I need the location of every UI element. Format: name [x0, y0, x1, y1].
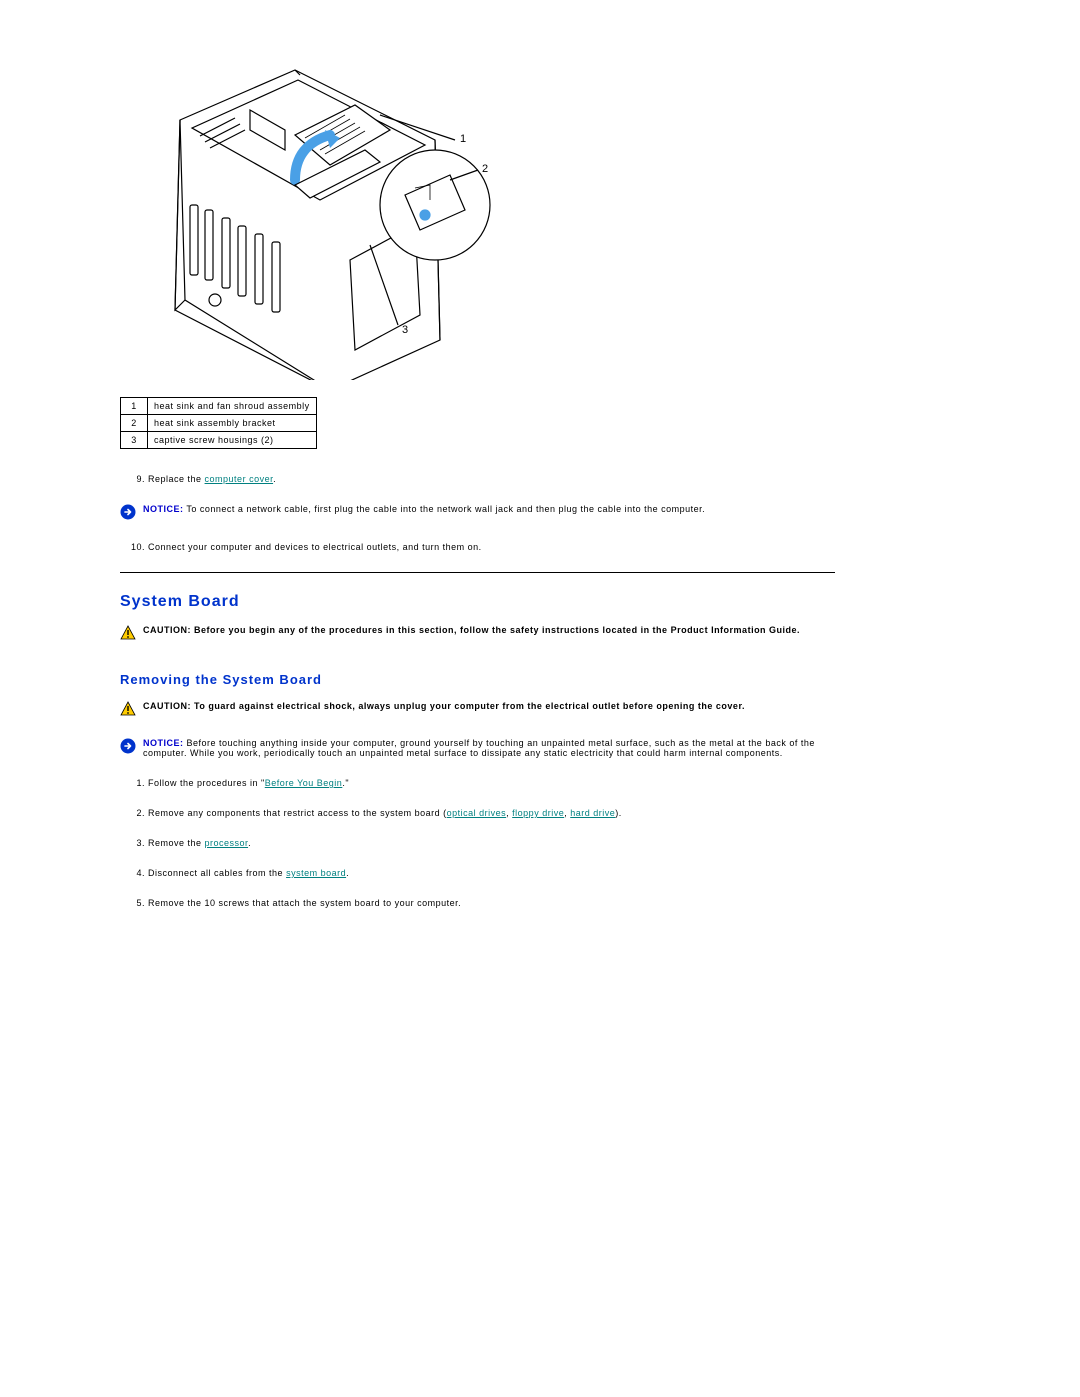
notice-icon [120, 738, 140, 756]
steps-list-upper: Replace the computer cover. [120, 474, 835, 484]
section-divider [120, 572, 835, 573]
optical-drives-link[interactable]: optical drives [447, 808, 507, 818]
table-row: 1 heat sink and fan shroud assembly [121, 398, 317, 415]
before-you-begin-link[interactable]: Before You Begin [265, 778, 343, 788]
caution-icon [120, 701, 140, 718]
part-label: captive screw housings (2) [148, 432, 317, 449]
processor-link[interactable]: processor [205, 838, 249, 848]
step-9: Replace the computer cover. [148, 474, 835, 484]
hard-drive-link[interactable]: hard drive [570, 808, 615, 818]
floppy-drive-link[interactable]: floppy drive [512, 808, 564, 818]
caution-text: CAUTION: To guard against electrical sho… [143, 701, 745, 711]
system-board-link[interactable]: system board [286, 868, 346, 878]
step-3: Remove the processor. [148, 838, 835, 848]
notice-text: NOTICE: Before touching anything inside … [143, 738, 835, 758]
step-text: Replace the [148, 474, 205, 484]
notice-icon [120, 504, 140, 522]
caution-block: CAUTION: To guard against electrical sho… [120, 701, 835, 718]
step-1: Follow the procedures in "Before You Beg… [148, 778, 835, 788]
step-2: Remove any components that restrict acce… [148, 808, 835, 818]
table-row: 3 captive screw housings (2) [121, 432, 317, 449]
callout-2: 2 [482, 163, 489, 175]
notice-block: NOTICE: Before touching anything inside … [120, 738, 835, 758]
table-row: 2 heat sink assembly bracket [121, 415, 317, 432]
part-label: heat sink and fan shroud assembly [148, 398, 317, 415]
computer-cover-link[interactable]: computer cover [205, 474, 274, 484]
notice-block: NOTICE: To connect a network cable, firs… [120, 504, 835, 522]
part-label: heat sink assembly bracket [148, 415, 317, 432]
notice-text: NOTICE: To connect a network cable, firs… [143, 504, 705, 514]
caution-block: CAUTION: Before you begin any of the pro… [120, 625, 835, 642]
system-board-heading: System Board [120, 593, 835, 611]
caution-label: CAUTION: [143, 701, 191, 711]
caution-label: CAUTION: [143, 625, 191, 635]
part-num: 3 [121, 432, 148, 449]
steps-list-upper-2: Connect your computer and devices to ele… [120, 542, 835, 552]
step-4: Disconnect all cables from the system bo… [148, 868, 835, 878]
step-5: Remove the 10 screws that attach the sys… [148, 898, 835, 908]
callout-1: 1 [460, 133, 467, 145]
removal-steps-list: Follow the procedures in "Before You Beg… [120, 778, 835, 908]
callout-3: 3 [402, 324, 409, 336]
step-10: Connect your computer and devices to ele… [148, 542, 835, 552]
part-num: 1 [121, 398, 148, 415]
part-num: 2 [121, 415, 148, 432]
document-content: 1 2 3 1 heat sink and fan shroud assembl… [120, 50, 835, 908]
heatsink-diagram: 1 2 3 [130, 50, 835, 382]
caution-text: CAUTION: Before you begin any of the pro… [143, 625, 800, 635]
diagram-svg: 1 2 3 [130, 50, 500, 380]
caution-icon [120, 625, 140, 642]
removing-system-board-heading: Removing the System Board [120, 672, 835, 687]
notice-label: NOTICE: [143, 504, 184, 514]
notice-label: NOTICE: [143, 738, 184, 748]
parts-legend-table: 1 heat sink and fan shroud assembly 2 he… [120, 397, 317, 449]
